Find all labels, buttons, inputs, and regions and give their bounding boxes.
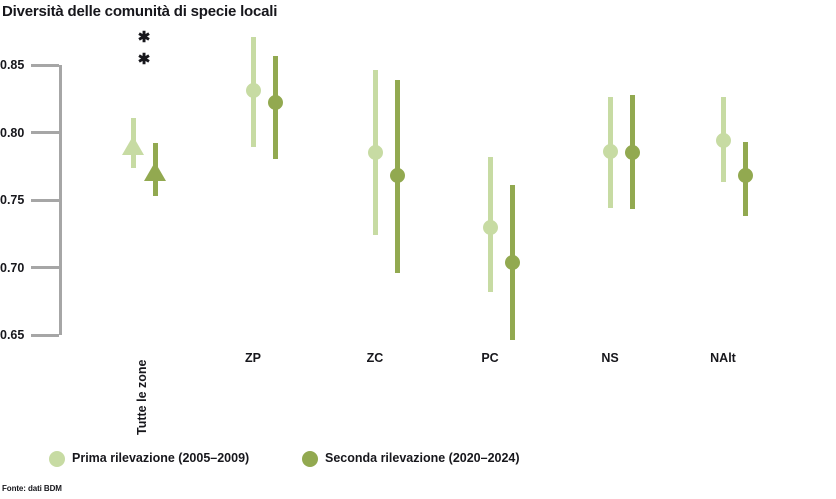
data-point-circle [245,83,261,99]
source-note: Fonte: dati BDM [2,484,62,493]
y-axis-tick-label: 0.85 [0,58,25,72]
x-axis-label-rotated: Tutte le zone [135,359,149,435]
y-axis-tick-label: 0.70 [0,260,25,275]
data-point-circle [367,145,383,161]
data-point-circle [504,254,520,270]
y-axis-tick [31,198,59,202]
x-axis-label: NS [601,351,619,365]
data-point-triangle [122,136,144,155]
first-survey-dot-icon [49,451,65,467]
x-axis-label: NAlt [710,351,736,365]
y-axis-tick-label: 0.65 [0,328,25,342]
legend-label-second-survey: Seconda rilevazione (2020–2024) [325,451,520,465]
x-axis-label: ZP [245,351,261,365]
data-point-circle [737,168,753,184]
y-axis-tick-label: 0.80 [0,125,25,140]
y-axis-tick [31,333,59,337]
y-axis-tick [31,266,59,269]
second-survey-dot-icon [302,451,318,467]
x-axis-label: ZC [366,351,384,365]
data-point-circle [267,95,283,111]
significance-asterisk-icon: ✱ [137,29,151,46]
significance-asterisk-icon: ✱ [137,51,151,68]
data-point-circle [482,219,498,235]
y-axis-tick-label: 0.75 [0,193,25,207]
data-point-circle [624,145,640,161]
chart-title: Diversità delle comunità di specie local… [2,3,278,20]
data-point-circle [715,133,731,149]
data-point-circle [389,168,405,184]
data-point-triangle [144,161,166,181]
data-point-circle [602,143,618,159]
y-axis-line [59,65,62,335]
chart-legend: Prima rilevazione (2005–2009) Seconda ri… [0,448,836,472]
y-axis-tick [31,131,59,134]
legend-label-first-survey: Prima rilevazione (2005–2009) [72,451,250,465]
x-axis-label: PC [481,351,499,365]
y-axis-tick [31,63,59,67]
